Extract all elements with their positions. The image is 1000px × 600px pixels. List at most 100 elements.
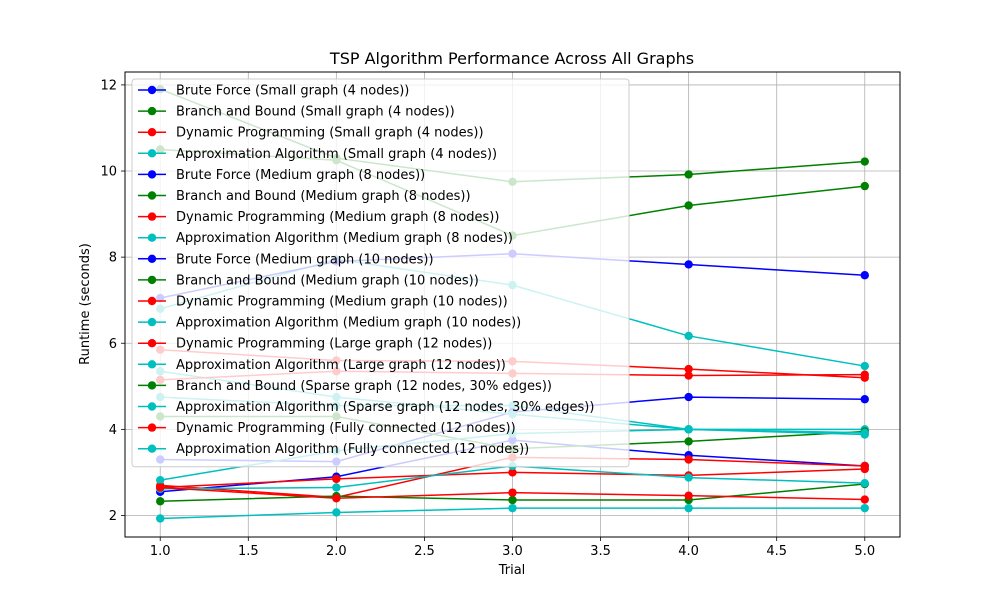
x-tick-label: 2.0 <box>326 544 347 559</box>
y-tick-label: 10 <box>100 165 117 180</box>
legend-label: Approximation Algorithm (Large graph (12… <box>176 358 506 373</box>
x-axis-label: Trial <box>498 563 526 578</box>
x-tick-label: 3.5 <box>590 544 611 559</box>
x-tick-label: 2.5 <box>414 544 435 559</box>
data-point <box>684 491 693 500</box>
data-point <box>860 181 869 191</box>
legend-entry: Brute Force (Medium graph (10 nodes)) <box>138 252 434 267</box>
legend-label: Approximation Algorithm (Small graph (4 … <box>176 147 497 162</box>
y-tick-label: 6 <box>109 337 117 352</box>
x-tick-label: 1.0 <box>150 544 171 559</box>
legend-swatch-marker <box>147 149 157 158</box>
legend-swatch-marker <box>147 106 157 116</box>
data-point <box>860 428 869 438</box>
data-point <box>684 260 693 269</box>
data-point <box>684 392 693 402</box>
data-point <box>860 271 869 280</box>
data-point <box>508 468 517 477</box>
legend-swatch-marker <box>147 296 157 306</box>
data-point <box>332 483 341 492</box>
legend-label: Approximation Algorithm (Medium graph (8… <box>176 231 513 246</box>
legend-swatch-marker <box>147 275 157 285</box>
data-point <box>684 201 693 210</box>
legend-label: Dynamic Programming (Fully connected (12… <box>176 421 516 436</box>
data-point <box>860 464 869 474</box>
data-point <box>860 157 869 166</box>
series-17 <box>156 483 869 504</box>
legend-entry: Branch and Bound (Sparse graph (12 nodes… <box>138 379 552 394</box>
y-axis-label: Runtime (seconds) <box>78 243 93 365</box>
y-tick-label: 2 <box>109 509 117 524</box>
legend-entry: Dynamic Programming (Medium graph (10 no… <box>138 295 508 310</box>
x-tick-label: 4.5 <box>766 544 787 559</box>
legend-swatch-marker <box>147 128 157 137</box>
data-point <box>860 395 869 404</box>
legend-entry: Dynamic Programming (Small graph (4 node… <box>138 126 484 141</box>
legend-entry: Approximation Algorithm (Medium graph (1… <box>138 316 521 331</box>
legend-label: Approximation Algorithm (Medium graph (1… <box>176 316 521 331</box>
legend-swatch-marker <box>147 170 157 179</box>
data-point <box>156 514 165 523</box>
legend-entry: Approximation Algorithm (Small graph (4 … <box>138 147 497 162</box>
y-tick-label: 8 <box>109 251 117 266</box>
legend-label: Dynamic Programming (Medium graph (8 nod… <box>176 210 499 225</box>
legend-label: Branch and Bound (Medium graph (10 nodes… <box>176 273 479 288</box>
legend-entry: Approximation Algorithm (Medium graph (8… <box>138 231 513 246</box>
data-point <box>860 478 869 488</box>
legend-swatch-marker <box>147 381 157 390</box>
legend-swatch-marker <box>147 212 157 221</box>
data-point <box>684 455 693 464</box>
x-axis-ticks: 1.0 1.5 2.0 2.5 3.0 3.5 4.0 4.5 5.0 <box>150 537 875 559</box>
legend-swatch-marker <box>147 339 157 348</box>
data-point <box>332 494 341 503</box>
x-tick-label: 1.5 <box>238 544 259 559</box>
data-point <box>684 371 693 380</box>
data-point <box>684 473 693 482</box>
legend-entry: Branch and Bound (Medium graph (8 nodes)… <box>138 189 471 204</box>
legend-entry: Dynamic Programming (Large graph (12 nod… <box>138 337 492 352</box>
legend-entry: Branch and Bound (Small graph (4 nodes)) <box>138 105 455 120</box>
data-point <box>860 503 869 513</box>
data-point <box>684 437 693 446</box>
legend-label: Brute Force (Small graph (4 nodes)) <box>176 84 409 99</box>
legend-label: Branch and Bound (Medium graph (8 nodes)… <box>176 189 471 204</box>
legend-entry: Approximation Algorithm (Sparse graph (1… <box>138 400 594 415</box>
data-point <box>508 495 517 505</box>
data-point <box>508 488 517 497</box>
data-point <box>684 364 693 374</box>
series-7 <box>156 464 869 492</box>
data-point <box>508 503 517 513</box>
data-point <box>684 170 693 179</box>
legend-entry: Brute Force (Small graph (4 nodes)) <box>138 84 409 99</box>
legend-label: Brute Force (Medium graph (8 nodes)) <box>176 168 425 183</box>
data-point <box>332 508 341 517</box>
legend-entry: Brute Force (Medium graph (8 nodes)) <box>138 168 425 183</box>
data-point <box>332 474 341 484</box>
legend-swatch-marker <box>147 317 157 327</box>
legend-label: Dynamic Programming (Large graph (12 nod… <box>176 337 492 352</box>
data-point <box>156 497 165 506</box>
data-point <box>156 475 165 485</box>
data-point <box>156 483 165 492</box>
y-axis-ticks: 2 4 6 8 10 12 <box>100 78 125 524</box>
legend-entry: Dynamic Programming (Medium graph (8 nod… <box>138 210 499 225</box>
data-point <box>860 495 869 504</box>
legend-label: Dynamic Programming (Small graph (4 node… <box>176 126 484 141</box>
chart-title: TSP Algorithm Performance Across All Gra… <box>329 49 694 68</box>
legend-label: Dynamic Programming (Medium graph (10 no… <box>176 295 508 310</box>
data-point <box>684 331 693 341</box>
legend-entry: Branch and Bound (Medium graph (10 nodes… <box>138 273 479 288</box>
data-point <box>684 503 693 513</box>
legend-swatch-marker <box>147 444 157 453</box>
legend-swatch-marker <box>147 85 157 95</box>
data-point <box>860 361 869 371</box>
legend-swatch-marker <box>147 254 157 263</box>
legend-swatch-marker <box>147 402 157 411</box>
legend-entry: Approximation Algorithm (Large graph (12… <box>138 358 506 373</box>
legend: Brute Force (Small graph (4 nodes)) Branc… <box>131 78 630 468</box>
x-tick-label: 3.0 <box>502 544 523 559</box>
y-tick-label: 4 <box>109 423 117 438</box>
legend-swatch-marker <box>147 233 157 242</box>
legend-label: Approximation Algorithm (Sparse graph (1… <box>176 400 594 415</box>
